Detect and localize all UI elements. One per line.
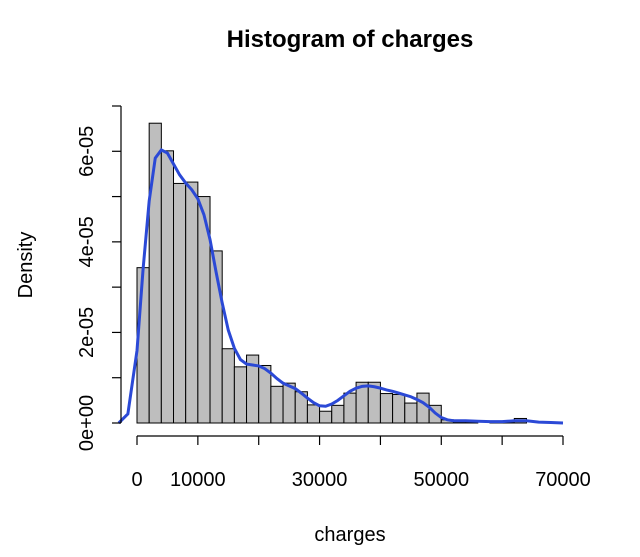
x-tick-label: 70000 xyxy=(535,469,591,491)
histogram-bar xyxy=(173,182,187,424)
histogram-bar xyxy=(185,181,199,424)
density-curve xyxy=(117,148,564,425)
x-tick-label: 50000 xyxy=(413,469,469,491)
y-tick-label: 6e-05 xyxy=(76,126,98,177)
histogram-bar xyxy=(343,392,357,424)
y-tick-label: 4e-05 xyxy=(76,216,98,267)
x-tick-label: 10000 xyxy=(170,469,226,491)
y-axis-label: Density xyxy=(15,232,37,299)
histogram-bar xyxy=(160,150,175,424)
histogram-bar xyxy=(331,404,345,424)
histogram-bar xyxy=(258,364,272,424)
chart-title: Histogram of charges xyxy=(227,26,474,53)
x-tick-label: 30000 xyxy=(292,469,348,491)
histogram-bar xyxy=(416,392,430,424)
x-axis: 0 10000 30000 50000 70000 xyxy=(131,435,591,491)
histogram-bar xyxy=(221,348,235,424)
histogram-bar xyxy=(379,393,394,424)
histogram-bar xyxy=(319,410,333,424)
histogram-bar xyxy=(233,366,248,424)
histogram-bar xyxy=(306,404,321,424)
y-tick-label: 0e+00 xyxy=(76,395,98,451)
y-tick-label: 2e-05 xyxy=(76,307,98,358)
x-tick-label: 0 xyxy=(131,469,142,491)
histogram-bar xyxy=(392,393,406,424)
x-axis-label: charges xyxy=(314,524,385,546)
histogram-bar xyxy=(404,402,418,424)
histogram-bar xyxy=(270,385,284,424)
histogram-bars xyxy=(136,122,527,424)
y-axis: 0e+00 2e-05 4e-05 6e-05 xyxy=(76,105,122,451)
